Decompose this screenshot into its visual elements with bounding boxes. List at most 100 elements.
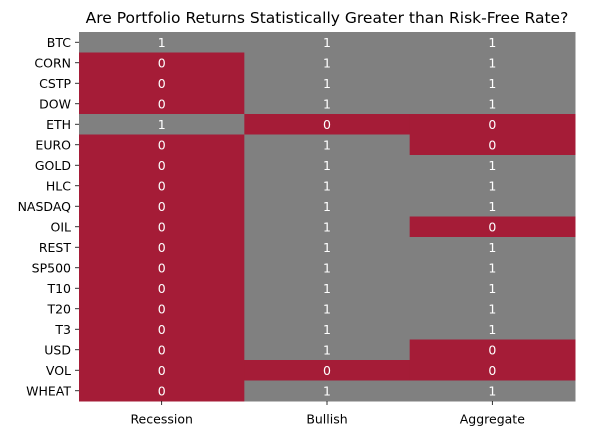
heatmap-cell-t10-recession <box>79 278 245 299</box>
row-label-gold: GOLD <box>35 158 71 173</box>
heatmap-cell-dow-aggregate <box>409 93 576 115</box>
cell-value-dow-aggregate: 1 <box>488 96 496 111</box>
cell-value-wheat-recession: 0 <box>158 383 166 398</box>
heatmap-cell-rest-bullish <box>244 237 411 258</box>
cell-value-cstp-bullish: 1 <box>323 76 331 91</box>
row-label-usd: USD <box>44 342 71 357</box>
row-label-dow: DOW <box>39 96 71 111</box>
cell-value-cstp-aggregate: 1 <box>488 76 496 91</box>
heatmap-cells <box>79 32 576 402</box>
column-label-aggregate: Aggregate <box>460 412 525 427</box>
cell-value-cstp-recession: 0 <box>158 76 166 91</box>
cell-value-vol-bullish: 0 <box>323 363 331 378</box>
heatmap-cell-cstp-recession <box>79 73 245 94</box>
heatmap-cell-gold-aggregate <box>409 155 576 176</box>
cell-value-oil-bullish: 1 <box>323 219 331 234</box>
cell-value-euro-aggregate: 0 <box>488 137 496 152</box>
cell-value-eth-recession: 1 <box>158 117 166 132</box>
heatmap-cell-euro-bullish <box>244 134 411 156</box>
heatmap-cell-sp500-aggregate <box>409 257 576 279</box>
cell-value-hlc-recession: 0 <box>158 178 166 193</box>
heatmap-cell-hlc-bullish <box>244 175 411 197</box>
heatmap-cell-t20-aggregate <box>409 298 576 320</box>
cell-value-sp500-recession: 0 <box>158 260 166 275</box>
heatmap-cell-usd-recession <box>79 339 245 361</box>
heatmap-cell-cstp-aggregate <box>409 73 576 94</box>
heatmap-cell-euro-recession <box>79 134 245 156</box>
cell-value-btc-bullish: 1 <box>323 35 331 50</box>
row-label-hlc: HLC <box>46 178 71 193</box>
column-label-recession: Recession <box>130 412 192 427</box>
heatmap-cell-gold-recession <box>79 155 245 176</box>
heatmap-cell-eth-recession <box>79 114 245 135</box>
heatmap-cell-wheat-bullish <box>244 380 411 402</box>
cell-value-dow-bullish: 1 <box>323 96 331 111</box>
cell-value-gold-aggregate: 1 <box>488 158 496 173</box>
heatmap-cell-rest-aggregate <box>409 237 576 258</box>
row-label-nasdaq: NASDAQ <box>18 199 72 214</box>
heatmap-cell-oil-aggregate <box>409 216 576 238</box>
cell-value-sp500-aggregate: 1 <box>488 260 496 275</box>
row-labels: BTC CORN CSTP DOW ETH EURO GOLD HLC NASDAQ OIL RES… <box>18 35 79 398</box>
heatmap-cell-dow-bullish <box>244 93 411 115</box>
row-label-sp500: SP500 <box>32 260 71 275</box>
heatmap-cell-t3-aggregate <box>409 319 576 340</box>
cell-value-t10-recession: 0 <box>158 281 166 296</box>
cell-value-rest-aggregate: 1 <box>488 240 496 255</box>
cell-value-hlc-bullish: 1 <box>323 178 331 193</box>
cell-value-corn-bullish: 1 <box>323 55 331 70</box>
row-label-euro: EURO <box>35 137 71 152</box>
heatmap-cell-usd-bullish <box>244 339 411 361</box>
heatmap-cell-vol-bullish <box>244 360 411 381</box>
heatmap-cell-t10-bullish <box>244 278 411 299</box>
cell-value-t20-bullish: 1 <box>323 301 331 316</box>
column-labels: Recession Bullish Aggregate <box>130 401 525 427</box>
cell-value-t20-recession: 0 <box>158 301 166 316</box>
heatmap-cell-wheat-aggregate <box>409 380 576 402</box>
heatmap-cell-hlc-aggregate <box>409 175 576 197</box>
heatmap-cell-gold-bullish <box>244 155 411 176</box>
heatmap-cell-t3-recession <box>79 319 245 340</box>
cell-value-vol-recession: 0 <box>158 363 166 378</box>
heatmap-cell-nasdaq-bullish <box>244 196 411 217</box>
cell-value-usd-recession: 0 <box>158 342 166 357</box>
cell-value-nasdaq-aggregate: 1 <box>488 199 496 214</box>
row-label-rest: REST <box>39 240 72 255</box>
cell-value-usd-aggregate: 0 <box>488 342 496 357</box>
heatmap-cell-corn-aggregate <box>409 52 576 74</box>
cell-value-eth-aggregate: 0 <box>488 117 496 132</box>
row-label-eth: ETH <box>46 117 71 132</box>
heatmap-cell-rest-recession <box>79 237 245 258</box>
heatmap-cell-sp500-bullish <box>244 257 411 279</box>
heatmap-cell-usd-aggregate <box>409 339 576 361</box>
cell-value-nasdaq-bullish: 1 <box>323 199 331 214</box>
cell-value-btc-aggregate: 1 <box>488 35 496 50</box>
cell-value-gold-recession: 0 <box>158 158 166 173</box>
heatmap-cell-t3-bullish <box>244 319 411 340</box>
cell-value-gold-bullish: 1 <box>323 158 331 173</box>
cell-value-rest-recession: 0 <box>158 240 166 255</box>
heatmap-cell-t10-aggregate <box>409 278 576 299</box>
heatmap-cell-hlc-recession <box>79 175 245 197</box>
heatmap-cell-wheat-recession <box>79 380 245 402</box>
cell-value-eth-bullish: 0 <box>323 117 331 132</box>
heatmap-cell-oil-bullish <box>244 216 411 238</box>
cell-value-t3-bullish: 1 <box>323 322 331 337</box>
cell-value-dow-recession: 0 <box>158 96 166 111</box>
heatmap-cell-labels: 1 1 1 0 1 1 0 1 1 0 1 1 1 0 0 0 1 0 0 1 1 0 1 1 0 1 1 0 1 0 0 1 1 0 1 1 0 1 1 0… <box>158 35 497 399</box>
heatmap-cell-t20-bullish <box>244 298 411 320</box>
heatmap-cell-btc-recession <box>79 32 245 53</box>
heatmap-cell-euro-aggregate <box>409 134 576 156</box>
heatmap-cell-btc-bullish <box>244 32 411 53</box>
cell-value-nasdaq-recession: 0 <box>158 199 166 214</box>
cell-value-t3-recession: 0 <box>158 322 166 337</box>
cell-value-usd-bullish: 1 <box>323 342 331 357</box>
cell-value-btc-recession: 1 <box>158 35 166 50</box>
cell-value-euro-bullish: 1 <box>323 137 331 152</box>
heatmap-cell-eth-bullish <box>244 114 411 135</box>
cell-value-rest-bullish: 1 <box>323 240 331 255</box>
heatmap-cell-nasdaq-recession <box>79 196 245 217</box>
row-label-vol: VOL <box>46 363 71 378</box>
row-label-btc: BTC <box>47 35 71 50</box>
